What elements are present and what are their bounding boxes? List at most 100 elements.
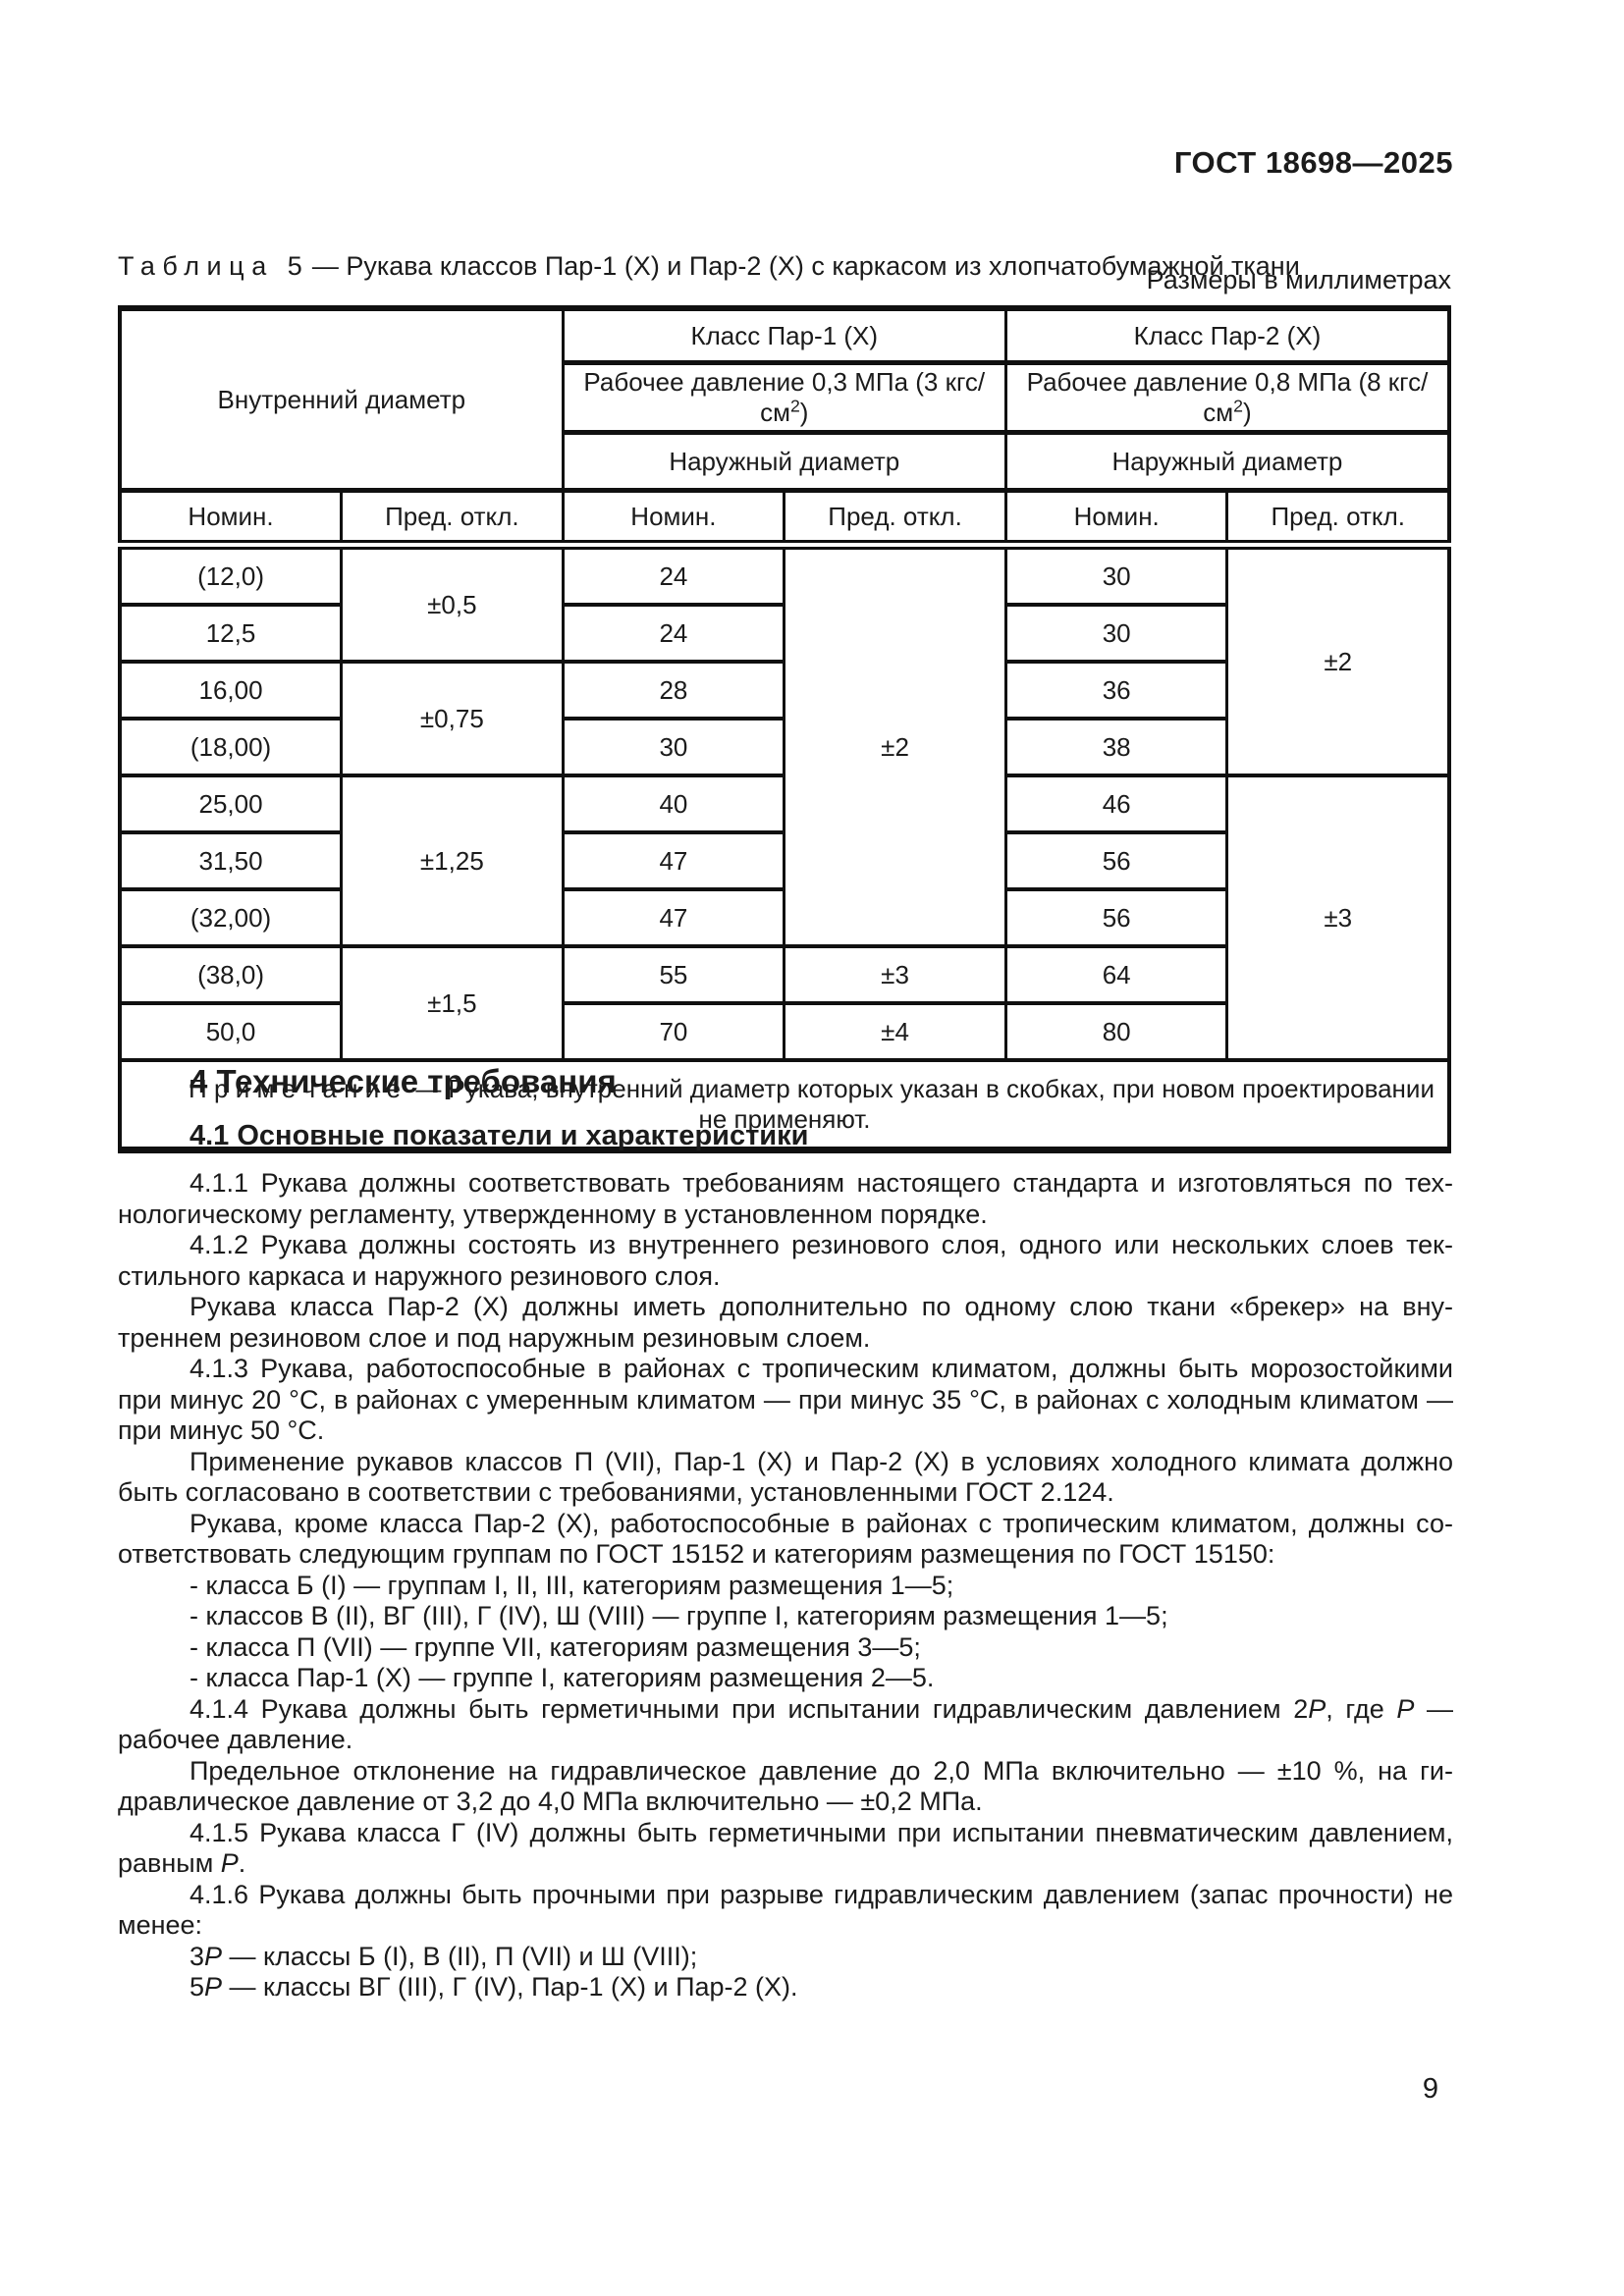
header-row-pressure: Рабочее давление 0,3 МПа (3 кгс/см2) Раб…: [120, 360, 1451, 435]
cell-par1-deviation: ±2: [783, 540, 1007, 948]
cell-par1-nominal: 55: [561, 944, 786, 1005]
paragraph-4-1-4: 4.1.4 Рукава должны быть герметичными пр…: [118, 1693, 1453, 1755]
cell-par1-nominal: 24: [561, 540, 786, 607]
cell-par2-nominal: 36: [1003, 660, 1229, 721]
cell-par2-nominal: 46: [1003, 774, 1229, 834]
cell-par1-nominal: 28: [561, 660, 786, 721]
hose-sizes-table: Внутренний диаметр Класс Пар-1 (Х) Класс…: [118, 305, 1451, 1153]
paragraph-4-1-3c: Рукава, кроме класса Пар-2 (Х), работосп…: [118, 1508, 1453, 1570]
header-pressure-par2: Рабочее давление 0,8 МПа (8 кгс/см2): [1003, 360, 1451, 435]
cell-par2-nominal: 56: [1003, 887, 1229, 948]
cell-inner-deviation: ±1,5: [340, 944, 565, 1062]
header-class-par2: Класс Пар-2 (Х): [1003, 306, 1451, 365]
doc-code-header: ГОСТ 18698—2025: [1173, 145, 1453, 180]
paragraph-4-1-3b: Применение рукавов классов П (VII), Пар-…: [118, 1446, 1453, 1508]
table-caption-title: — Рукава классов Пар-1 (Х) и Пар-2 (Х) с…: [311, 251, 1300, 281]
pressure1-paren: ): [799, 398, 809, 427]
cell-inner-nominal: 25,00: [118, 774, 344, 834]
cell-par1-deviation: ±3: [783, 944, 1007, 1005]
cell-par2-nominal: 80: [1003, 1001, 1229, 1062]
header-pressure-par1: Рабочее давление 0,3 МПа (3 кгс/см2): [561, 360, 1007, 435]
cell-inner-nominal: 50,0: [118, 1001, 344, 1062]
pressure2-text: Рабочее давление 0,8 МПа (8 кгс/см: [1026, 367, 1429, 427]
cell-par1-nominal: 40: [561, 774, 786, 834]
cell-par1-nominal: 47: [561, 830, 786, 891]
cell-inner-nominal: (38,0): [118, 944, 344, 1005]
header-row-columns: Номин. Пред. откл. Номин. Пред. откл. Но…: [118, 488, 1451, 548]
paragraph-4-1-3: 4.1.3 Рукава, работоспособные в районах …: [118, 1354, 1453, 1445]
cell-par2-deviation: ±3: [1225, 774, 1451, 1062]
list-item-class-par1: - класса Пар-1 (Х) — группе I, категория…: [189, 1663, 935, 1692]
table-caption: Таблица 5 — Рукава классов Пар-1 (Х) и Пар…: [118, 251, 1453, 282]
header-row-class: Внутренний диаметр Класс Пар-1 (Х) Класс…: [118, 306, 1451, 493]
pressure2-paren: ): [1242, 398, 1252, 427]
cell-par1-nominal: 24: [561, 603, 786, 664]
cell-par2-nominal: 30: [1003, 540, 1229, 607]
list-item-5p: 5P — классы ВГ (III), Г (IV), Пар-1 (Х) …: [189, 1972, 798, 2002]
header-deviation-par1: Пред. откл.: [783, 488, 1007, 548]
table-row: 16,00 ±0,75 28 36: [118, 660, 1449, 777]
units-label: Размеры в миллиметрах: [1146, 265, 1451, 294]
cell-inner-deviation: ±1,25: [340, 774, 565, 948]
list-item-class-p: - класса П (VII) — группе VII, категория…: [189, 1631, 921, 1662]
header-nominal-inner: Номин.: [118, 488, 344, 548]
pressure1-text: Рабочее давление 0,3 МПа (3 кгс/см: [583, 367, 986, 427]
cell-par1-nominal: 30: [561, 717, 786, 777]
header-outer-diameter-par1: Наружный диаметр: [561, 430, 1007, 493]
paragraph-4-1-4b: Предельное отклонение на гидравлическое …: [118, 1755, 1453, 1817]
cell-inner-nominal: (12,0): [118, 540, 344, 607]
table-row: 31,50 47 56: [118, 830, 1449, 891]
cell-inner-deviation: ±0,75: [340, 660, 565, 777]
cell-inner-nominal: 31,50: [118, 830, 344, 891]
header-nominal-par1: Номин.: [561, 488, 786, 548]
cell-inner-nominal: (18,00): [118, 717, 344, 777]
cell-par2-deviation: ±2: [1225, 540, 1451, 777]
note-text: — Рукава, внутренний диаметр которых ука…: [415, 1074, 1435, 1134]
cell-par2-nominal: 64: [1003, 944, 1229, 1005]
table-row: (18,00) 30 38: [118, 717, 1449, 777]
paragraph-4-1-2b: Рукава класса Пар-2 (Х) должны иметь доп…: [118, 1292, 1453, 1353]
header-outer-diameter-par2: Наружный диаметр: [1003, 430, 1451, 493]
header-nominal-par2: Номин.: [1003, 488, 1229, 548]
list-item-class-b: - класса Б (I) — группам I, II, III, кат…: [189, 1570, 954, 1600]
list-item-class-v: - классов В (II), ВГ (III), Г (IV), Ш (V…: [189, 1601, 1168, 1630]
pressure1-superscript: 2: [789, 396, 800, 416]
cell-inner-nominal: 12,5: [118, 603, 344, 664]
table-row: 25,00 ±1,25 40 46 ±3: [118, 774, 1451, 1062]
cell-inner-nominal: (32,00): [118, 887, 344, 948]
paragraph-4-1-1: 4.1.1 Рукава должны соответствовать треб…: [118, 1168, 1453, 1229]
list-item-3p: 3P — классы Б (I), В (II), П (VII) и Ш (…: [189, 1941, 698, 1971]
cell-inner-nominal: 16,00: [118, 660, 344, 721]
table-note: Примечание — Рукава, внутренний диаметр к…: [118, 1058, 1451, 1152]
cell-par1-deviation: ±4: [783, 1001, 1007, 1062]
cell-par1-nominal: 70: [561, 1001, 786, 1062]
pressure2-superscript: 2: [1233, 396, 1243, 416]
subsection-heading: 4.1 Основные показатели и характеристики: [189, 1120, 809, 1151]
section-heading: 4 Технические требования: [189, 1063, 617, 1099]
paragraph-4-1-6: 4.1.6 Рукава должны быть прочными при ра…: [118, 1879, 1453, 1941]
table-caption-word: Таблица: [118, 251, 274, 281]
table-row: (38,0) ±1,5 55 ±3 64: [118, 944, 1449, 1062]
page-number: 9: [1422, 2073, 1438, 2105]
paragraph-4-1-2: 4.1.2 Рукава должны состоять из внутренн…: [118, 1230, 1453, 1291]
table-row: 50,0 70 ±4 80: [118, 1001, 1449, 1062]
cell-par2-nominal: 30: [1003, 603, 1229, 664]
table-caption-number: 5: [287, 251, 302, 281]
section-4: 4 Технические требования 4.1 Основные по…: [118, 1063, 1453, 2003]
header-class-par1: Класс Пар-1 (Х): [561, 306, 1007, 365]
header-inner-diameter: Внутренний диаметр: [118, 306, 565, 493]
paragraph-4-1-5: 4.1.5 Рукава класса Г (IV) должны быть г…: [118, 1817, 1453, 1879]
cell-par2-nominal: 38: [1003, 717, 1229, 777]
header-row-outer: Наружный диаметр Наружный диаметр: [120, 430, 1451, 493]
cell-par2-nominal: 56: [1003, 830, 1229, 891]
table-row: (32,00) 47 56: [118, 887, 1449, 948]
table-row: (12,0) ±0,5 24 ±2 30 ±2: [118, 540, 1451, 948]
cell-par1-nominal: 47: [561, 887, 786, 948]
header-deviation-par2: Пред. откл.: [1225, 488, 1451, 548]
table-row: 12,5 24 30: [118, 603, 1449, 664]
table-note-row: Примечание — Рукава, внутренний диаметр к…: [118, 1058, 1451, 1152]
note-word: Примечание: [189, 1074, 408, 1103]
cell-inner-deviation: ±0,5: [340, 540, 565, 664]
header-deviation-inner: Пред. откл.: [340, 488, 565, 548]
